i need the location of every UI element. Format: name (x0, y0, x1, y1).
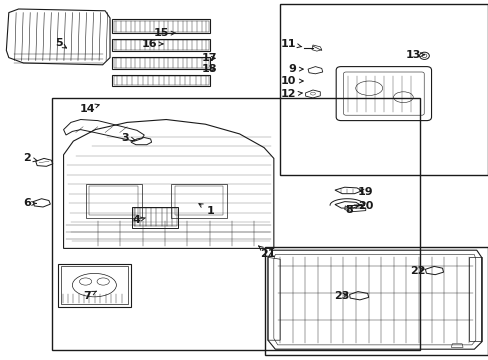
Bar (85, 184, 142, 218)
Bar (114, 76, 208, 85)
Text: 21: 21 (258, 246, 275, 259)
Text: 12: 12 (280, 89, 302, 99)
Text: 15: 15 (153, 28, 175, 38)
Text: 2: 2 (23, 153, 37, 163)
Bar (132, 207, 178, 228)
Text: 3: 3 (121, 132, 135, 143)
Text: 20: 20 (357, 201, 373, 211)
Text: 14: 14 (79, 104, 99, 114)
Bar (112, 57, 210, 69)
Bar (112, 19, 210, 33)
Text: 19: 19 (357, 186, 373, 197)
Bar (175, 186, 223, 215)
Text: 4: 4 (132, 215, 145, 225)
Bar (134, 208, 176, 226)
Text: 23: 23 (333, 291, 348, 301)
Bar (112, 75, 210, 86)
Text: 9: 9 (288, 64, 303, 74)
Bar (171, 184, 227, 218)
Bar (89, 186, 138, 215)
Bar (61, 266, 128, 304)
Text: 8: 8 (345, 204, 358, 215)
Bar (58, 264, 131, 307)
Bar (114, 58, 208, 68)
Text: 13: 13 (405, 50, 424, 60)
Text: 7: 7 (83, 291, 96, 301)
Text: 22: 22 (409, 266, 425, 276)
Bar (264, 247, 487, 355)
Bar (114, 21, 208, 32)
Text: 16: 16 (141, 39, 163, 49)
Text: 17: 17 (201, 53, 217, 63)
Text: 6: 6 (23, 198, 36, 208)
Text: 18: 18 (201, 64, 217, 74)
Bar (114, 40, 208, 50)
Bar (52, 98, 419, 350)
Text: 1: 1 (199, 204, 214, 216)
Bar (112, 39, 210, 51)
Text: 11: 11 (280, 39, 301, 49)
Bar (280, 4, 487, 175)
Text: 5: 5 (55, 38, 66, 48)
Text: 10: 10 (280, 76, 303, 86)
